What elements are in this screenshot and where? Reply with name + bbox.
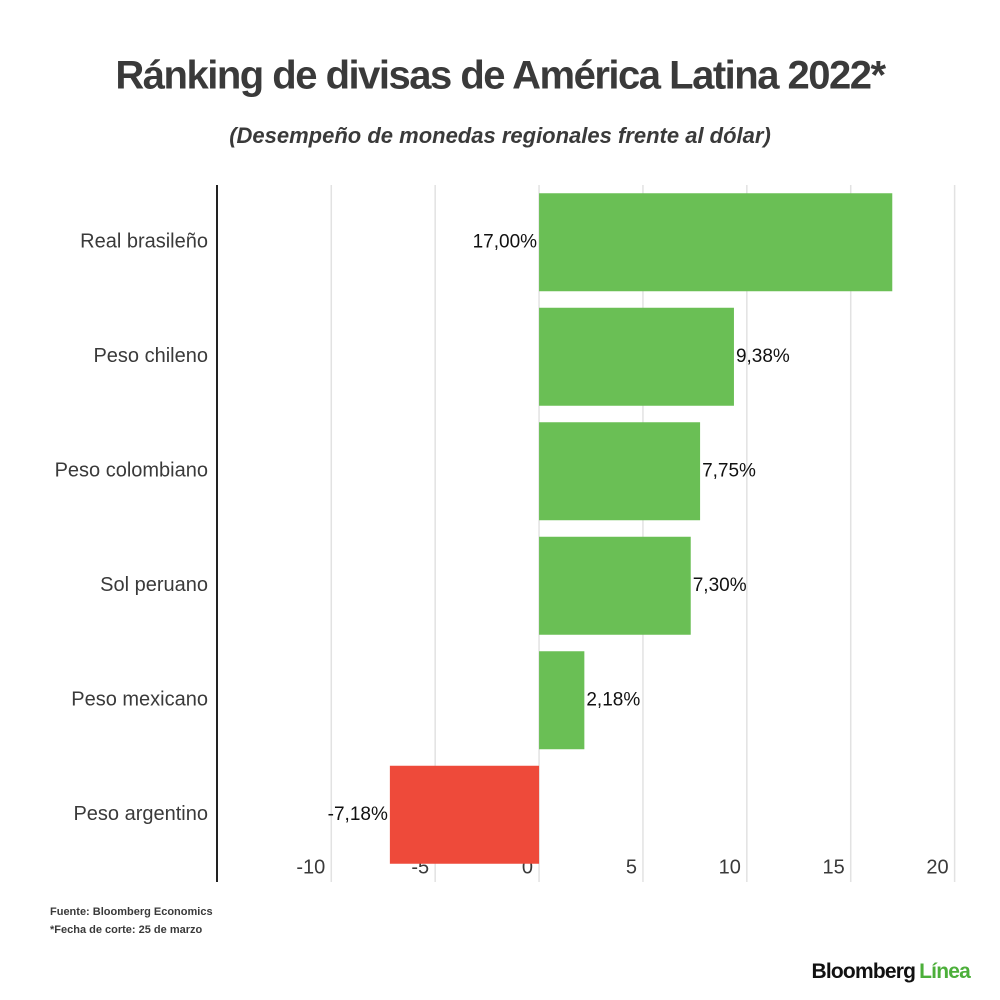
brand-suffix: Línea xyxy=(919,960,971,983)
value-label: 17,00% xyxy=(473,231,538,252)
x-tick-label: -10 xyxy=(296,856,325,878)
bar xyxy=(539,536,691,635)
brand-name: Bloomberg xyxy=(812,960,916,983)
value-label: -7,18% xyxy=(328,804,388,825)
x-tick-label: 15 xyxy=(822,856,844,878)
bar xyxy=(539,307,734,406)
value-label: 7,30% xyxy=(693,575,747,596)
category-label: Real brasileño xyxy=(80,231,208,253)
x-tick-label: 20 xyxy=(926,856,948,878)
chart-title: Ránking de divisas de América Latina 202… xyxy=(115,54,886,98)
bar xyxy=(539,422,701,521)
category-label: Peso colombiano xyxy=(55,460,208,482)
bar xyxy=(539,651,585,750)
source-note: Fuente: Bloomberg Economics xyxy=(50,906,213,918)
value-label: 7,75% xyxy=(702,460,756,481)
category-label: Peso chileno xyxy=(93,345,208,367)
category-label: Sol peruano xyxy=(100,574,208,596)
x-tick-label: 10 xyxy=(719,856,741,878)
chart-subtitle: (Desempeño de monedas regionales frente … xyxy=(229,123,771,148)
brand-logo: Bloomberg Línea xyxy=(812,960,972,983)
value-label: 9,38% xyxy=(736,346,790,367)
bar xyxy=(389,765,540,864)
category-label: Peso mexicano xyxy=(71,689,208,711)
bar xyxy=(539,193,893,292)
date-note: *Fecha de corte: 25 de marzo xyxy=(50,924,203,936)
x-tick-label: 0 xyxy=(522,856,533,878)
category-label: Peso argentino xyxy=(73,803,208,825)
x-tick-label: 5 xyxy=(626,856,637,878)
value-label: 2,18% xyxy=(586,689,640,710)
